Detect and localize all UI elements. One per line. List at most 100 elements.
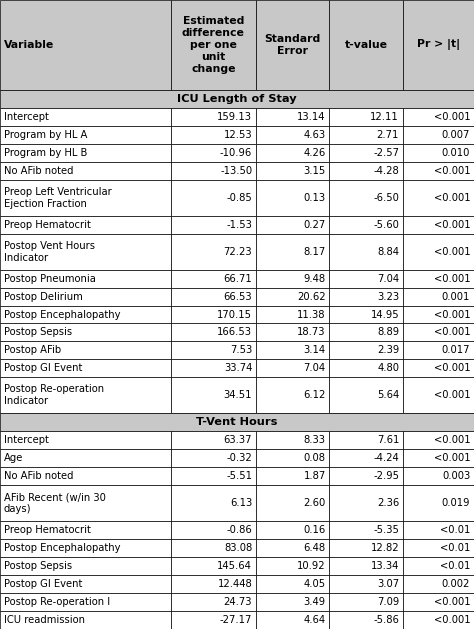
Text: 13.34: 13.34 (371, 561, 399, 571)
Bar (256, 611, 329, 629)
Bar (329, 431, 403, 449)
Bar (0, 126, 171, 144)
Text: <0.001: <0.001 (434, 597, 470, 607)
Bar (403, 521, 474, 539)
Bar (171, 557, 256, 575)
Bar (0, 557, 171, 575)
Bar (171, 467, 256, 485)
Text: 63.37: 63.37 (224, 435, 252, 445)
Text: <0.001: <0.001 (434, 165, 470, 175)
Text: -4.24: -4.24 (374, 454, 399, 464)
Text: 3.23: 3.23 (377, 291, 399, 301)
Text: 13.14: 13.14 (297, 112, 326, 122)
Text: Estimated
difference
per one
unit
change: Estimated difference per one unit change (182, 16, 245, 74)
Text: ICU Length of Stay: ICU Length of Stay (177, 94, 297, 104)
Bar (171, 323, 256, 342)
Text: Postop Pneumonia: Postop Pneumonia (4, 274, 96, 284)
Text: 8.84: 8.84 (377, 247, 399, 257)
Bar (329, 359, 403, 377)
Bar (256, 593, 329, 611)
Bar (171, 485, 256, 521)
Bar (171, 342, 256, 359)
Bar (256, 180, 329, 216)
Bar (171, 611, 256, 629)
Bar (256, 162, 329, 180)
Bar (0, 162, 171, 180)
Text: Preop Left Ventricular
Ejection Fraction: Preop Left Ventricular Ejection Fraction (4, 187, 111, 209)
Bar (329, 233, 403, 270)
Bar (403, 216, 474, 233)
Bar (171, 575, 256, 593)
Bar (256, 342, 329, 359)
Text: Postop Delirium: Postop Delirium (4, 291, 82, 301)
Text: 0.003: 0.003 (442, 471, 470, 481)
Bar (0, 287, 171, 306)
Text: Postop Sepsis: Postop Sepsis (4, 561, 72, 571)
Bar (0, 539, 171, 557)
Text: -13.50: -13.50 (220, 165, 252, 175)
Bar (256, 485, 329, 521)
Text: 2.71: 2.71 (377, 130, 399, 140)
Text: 0.08: 0.08 (304, 454, 326, 464)
Text: -1.53: -1.53 (226, 220, 252, 230)
Text: <0.001: <0.001 (434, 112, 470, 122)
Bar (403, 306, 474, 323)
Text: <0.01: <0.01 (440, 543, 470, 553)
Text: 0.27: 0.27 (303, 220, 326, 230)
Bar (171, 216, 256, 233)
Bar (329, 162, 403, 180)
Text: Program by HL B: Program by HL B (4, 148, 87, 158)
Text: 4.05: 4.05 (303, 579, 326, 589)
Text: 0.002: 0.002 (442, 579, 470, 589)
Text: Postop GI Event: Postop GI Event (4, 364, 82, 374)
Bar (171, 287, 256, 306)
Text: <0.001: <0.001 (434, 391, 470, 401)
Bar (256, 467, 329, 485)
Bar (171, 144, 256, 162)
Bar (329, 611, 403, 629)
Text: 5.64: 5.64 (377, 391, 399, 401)
Text: 8.33: 8.33 (304, 435, 326, 445)
Bar (329, 287, 403, 306)
Bar (171, 521, 256, 539)
Text: Intercept: Intercept (4, 435, 49, 445)
Bar (403, 287, 474, 306)
Bar (329, 593, 403, 611)
Bar (329, 216, 403, 233)
Bar (256, 449, 329, 467)
Text: 7.04: 7.04 (377, 274, 399, 284)
Bar (0, 413, 474, 431)
Bar (171, 359, 256, 377)
Bar (329, 306, 403, 323)
Text: <0.01: <0.01 (440, 561, 470, 571)
Bar (403, 233, 474, 270)
Text: 3.07: 3.07 (377, 579, 399, 589)
Bar (0, 593, 171, 611)
Bar (171, 180, 256, 216)
Bar (329, 180, 403, 216)
Text: 0.010: 0.010 (442, 148, 470, 158)
Bar (329, 377, 403, 413)
Bar (403, 162, 474, 180)
Bar (256, 306, 329, 323)
Text: Postop Encephalopathy: Postop Encephalopathy (4, 309, 120, 320)
Text: 170.15: 170.15 (217, 309, 252, 320)
Text: <0.001: <0.001 (434, 454, 470, 464)
Bar (0, 233, 171, 270)
Bar (403, 611, 474, 629)
Text: 2.36: 2.36 (377, 498, 399, 508)
Text: Variable: Variable (4, 40, 54, 50)
Text: Age: Age (4, 454, 23, 464)
Text: Postop Re-operation
Indicator: Postop Re-operation Indicator (4, 384, 104, 406)
Bar (329, 342, 403, 359)
Text: 9.48: 9.48 (303, 274, 326, 284)
Text: 166.53: 166.53 (217, 328, 252, 338)
Bar (171, 162, 256, 180)
Text: 4.64: 4.64 (303, 615, 326, 625)
Text: Postop GI Event: Postop GI Event (4, 579, 82, 589)
Bar (403, 539, 474, 557)
Text: T-Vent Hours: T-Vent Hours (196, 417, 278, 427)
Text: 0.007: 0.007 (442, 130, 470, 140)
Text: Postop Sepsis: Postop Sepsis (4, 328, 72, 338)
Text: ICU readmission: ICU readmission (4, 615, 85, 625)
